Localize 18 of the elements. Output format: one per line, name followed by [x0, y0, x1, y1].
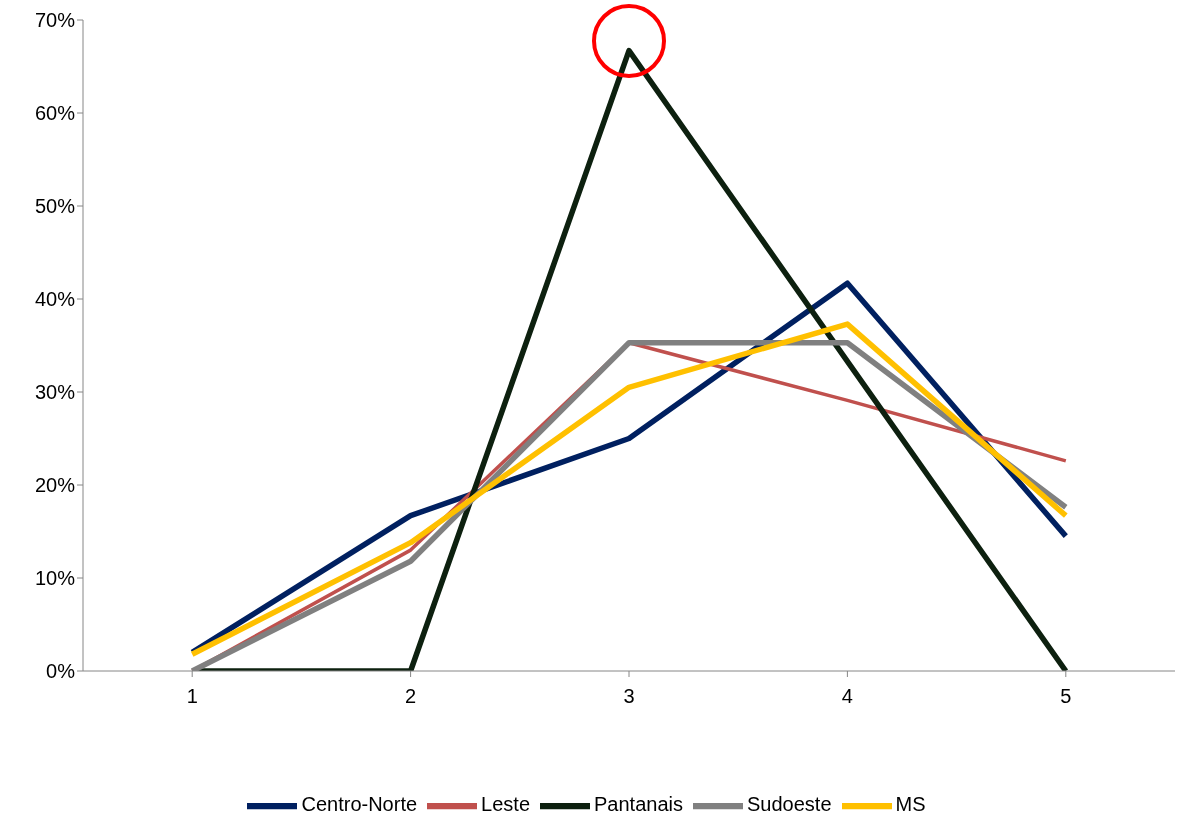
legend-label: Pantanais	[594, 793, 683, 816]
y-tick-label: 30%	[34, 381, 76, 404]
legend-label: Leste	[481, 793, 531, 816]
legend-label: MS	[895, 793, 926, 816]
x-tick-label: 4	[841, 685, 853, 708]
y-tick-label: 10%	[34, 567, 76, 590]
y-tick-label: 70%	[34, 9, 76, 32]
y-tick-label: 60%	[34, 102, 76, 125]
y-tick-label: 50%	[34, 195, 76, 218]
x-tick-label: 5	[1060, 685, 1072, 708]
y-tick-label: 20%	[34, 474, 76, 497]
legend-label: Centro-Norte	[301, 793, 418, 816]
x-tick-label: 3	[623, 685, 635, 708]
x-tick-label: 1	[186, 685, 198, 708]
x-tick-label: 2	[405, 685, 417, 708]
legend-label: Sudoeste	[747, 793, 832, 816]
y-tick-label: 40%	[34, 288, 76, 311]
y-tick-label: 0%	[46, 660, 76, 683]
